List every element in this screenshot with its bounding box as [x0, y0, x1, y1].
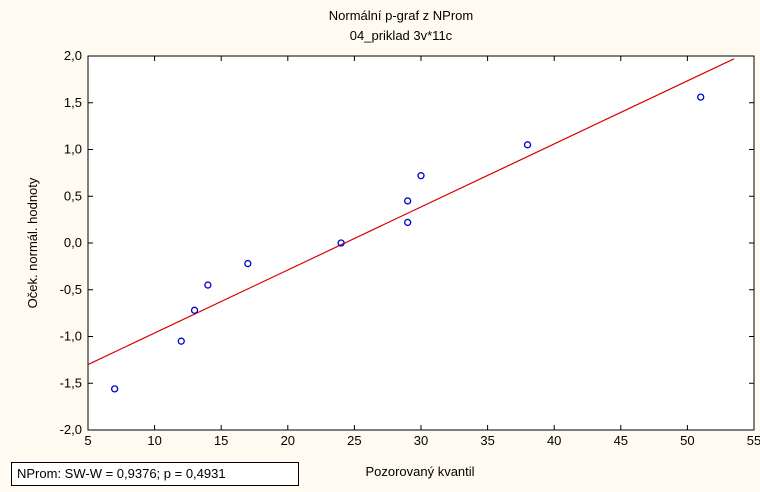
x-axis-label: Pozorovaný kvantil	[365, 464, 474, 479]
y-tick-label: 2,0	[64, 48, 82, 63]
x-tick-label: 25	[347, 433, 361, 448]
y-axis-label: Oček. normál. hodnoty	[25, 177, 40, 308]
data-point	[244, 259, 252, 268]
y-tick-label: -2,0	[60, 422, 82, 437]
data-points	[110, 93, 705, 393]
x-tick-label: 55	[747, 433, 760, 448]
y-tick-label: 1,5	[64, 95, 82, 110]
x-tick-label: 30	[414, 433, 428, 448]
x-tick-label: 50	[680, 433, 694, 448]
chart-title: Normální p-graf z NProm	[329, 8, 473, 23]
data-point	[190, 306, 199, 314]
y-tick-label: -1,0	[60, 329, 82, 344]
x-tick-label: 5	[84, 433, 91, 448]
x-axis: 5 10 15 20 25 30 35 40 45 50 55	[84, 56, 760, 448]
data-point	[110, 385, 119, 393]
y-tick-label: -0,5	[60, 282, 82, 297]
x-tick-label: 40	[547, 433, 561, 448]
data-point	[337, 239, 345, 247]
data-point	[204, 281, 212, 289]
y-axis: -2,0 -1,5 -1,0 -0,5 0,0 0,5 1,0 1,5 2,0	[60, 48, 754, 437]
y-tick-label: 1,0	[64, 142, 82, 157]
shapiro-wilk-stats-box: NProm: SW-W = 0,9376; p = 0,4931	[11, 462, 299, 486]
x-tick-label: 15	[214, 433, 228, 448]
plot-area	[87, 55, 755, 431]
data-point	[177, 337, 185, 345]
data-point	[417, 172, 425, 180]
data-point	[697, 93, 705, 101]
x-tick-label: 20	[281, 433, 295, 448]
data-point	[523, 141, 532, 149]
data-point	[404, 218, 412, 227]
x-tick-label: 45	[614, 433, 628, 448]
y-tick-label: 0,0	[64, 235, 82, 250]
x-tick-label: 35	[480, 433, 494, 448]
y-tick-label: 0,5	[64, 188, 82, 203]
chart-subtitle: 04_priklad 3v*11c	[350, 28, 453, 43]
y-tick-label: -1,5	[60, 375, 82, 390]
data-point	[404, 197, 412, 205]
x-tick-label: 10	[147, 433, 161, 448]
